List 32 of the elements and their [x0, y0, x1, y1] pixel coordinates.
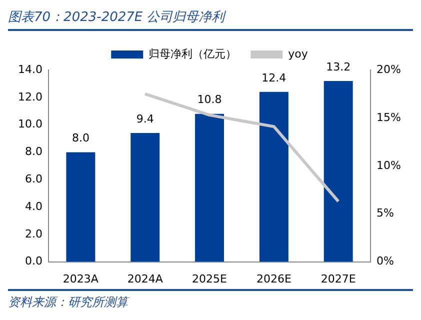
data-label: 8.0 [72, 132, 90, 145]
x-tick-label: 2023A [62, 272, 99, 286]
data-label: 12.4 [262, 71, 286, 84]
x-tick-label: 2027E [320, 272, 356, 286]
bar [130, 133, 160, 262]
y2-tick-label: 20% [376, 62, 402, 76]
bar [324, 80, 353, 262]
y2-tick-label: 15% [376, 110, 402, 124]
legend-label: yoy [288, 47, 308, 60]
chart-title: 图表70：2023-2027E 公司归母净利 [8, 8, 413, 31]
y2-tick-label: 0% [376, 254, 394, 268]
legend-label: 归母净利（亿元） [148, 47, 237, 60]
y-tick-label: 10.0 [18, 118, 42, 131]
x-tick-label: 2025E [192, 272, 228, 286]
y-tick-label: 8.0 [24, 145, 42, 158]
y-tick-label: 0.0 [24, 254, 42, 268]
bar [195, 114, 224, 262]
data-label: 10.8 [197, 93, 222, 106]
y-tick-label: 2.0 [24, 227, 42, 240]
y-tick-label: 6.0 [24, 172, 42, 186]
text: 资料来源：研究所测算 [8, 289, 413, 311]
y2-tick-label: 5% [376, 206, 394, 220]
bar [259, 92, 288, 262]
x-tick-label: 2026E [256, 272, 292, 286]
data-label: 13.2 [326, 60, 351, 74]
y-tick-label: 14.0 [18, 62, 42, 76]
data-label: 9.4 [136, 112, 154, 126]
y2-tick-label: 10% [376, 158, 402, 172]
y-tick-label: 12.0 [18, 90, 42, 104]
y-tick-label: 4.0 [24, 200, 42, 213]
bar [66, 152, 96, 262]
x-tick-label: 2024A [127, 272, 164, 286]
